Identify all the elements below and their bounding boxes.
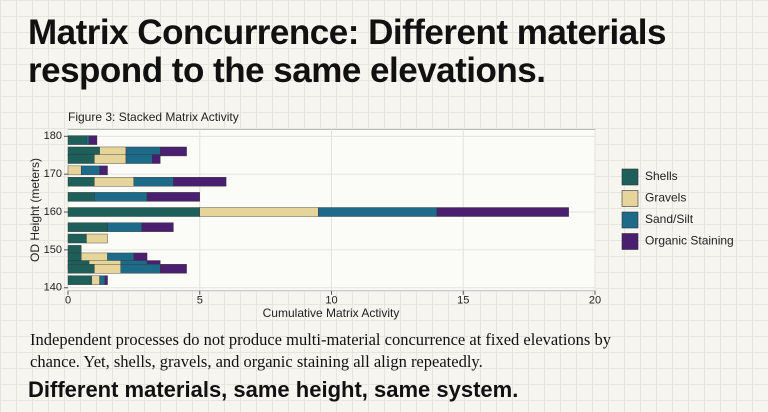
bar-segment <box>146 192 200 202</box>
legend-label: Gravels <box>645 191 686 205</box>
bar-segment <box>67 275 92 285</box>
legend-swatch <box>621 211 639 229</box>
bar-segment <box>99 165 108 176</box>
x-axis-label: Cumulative Matrix Activity <box>263 306 400 320</box>
bar-segment <box>80 165 100 176</box>
y-tick-label: 160 <box>44 206 62 218</box>
x-tick-label: 20 <box>589 295 601 307</box>
bar-segment <box>67 135 87 145</box>
y-tick-label: 140 <box>44 282 62 294</box>
bar-segment <box>94 177 135 187</box>
legend-label: Sand/Silt <box>645 212 694 226</box>
bar-segment <box>67 192 95 202</box>
y-tick-label: 150 <box>44 244 62 256</box>
bar-segment <box>67 222 108 232</box>
chart: Figure 3: Stacked Matrix Activity Cumula… <box>28 110 734 320</box>
bar-segment <box>67 233 87 244</box>
bar-segment <box>107 222 142 232</box>
legend-swatch <box>621 233 639 250</box>
bar-segment <box>91 275 100 285</box>
bar-segment <box>141 222 174 232</box>
body-text: Independent processes do not produce mul… <box>30 330 611 371</box>
bar-segment <box>318 207 438 217</box>
legend-label: Shells <box>645 169 678 183</box>
bar-segment <box>86 135 90 145</box>
y-tick-label: 170 <box>44 168 62 180</box>
y-tick-label: 180 <box>44 130 62 142</box>
legend-label: Organic Staining <box>645 234 734 248</box>
bar-segment <box>67 207 200 217</box>
bar-segment <box>133 177 174 187</box>
bar-segment <box>160 264 187 274</box>
x-tick-label: 0 <box>65 295 71 307</box>
bar-segment <box>152 154 161 164</box>
conclusion: Different materials, same height, same s… <box>28 377 519 402</box>
bar-segment <box>94 154 127 164</box>
bar-segment <box>86 233 108 244</box>
bar-segment <box>67 177 95 187</box>
bar-segment <box>94 264 121 274</box>
x-tick-label: 10 <box>325 295 337 307</box>
bar-segment <box>88 135 98 145</box>
bar-segment <box>173 177 227 187</box>
bar-segment <box>67 165 82 176</box>
x-tick-label: 5 <box>197 295 203 307</box>
bar-segment <box>125 154 153 164</box>
bar-segment <box>436 207 569 217</box>
bar-segment <box>120 264 161 274</box>
bar-segment <box>160 146 187 157</box>
bar-segment <box>104 275 108 285</box>
bar-segment <box>199 207 319 217</box>
bar-segment <box>94 192 148 202</box>
bar-segment <box>67 264 95 274</box>
bar-segment <box>99 275 106 285</box>
legend-swatch <box>621 190 639 207</box>
headline: Matrix Concurrence: Different materials … <box>28 13 666 90</box>
chart-title: Figure 3: Stacked Matrix Activity <box>68 110 239 124</box>
legend-swatch <box>621 168 639 186</box>
bar-segment <box>67 154 95 164</box>
x-tick-label: 15 <box>457 295 469 307</box>
y-axis-label: OD Height (meters) <box>28 158 42 262</box>
